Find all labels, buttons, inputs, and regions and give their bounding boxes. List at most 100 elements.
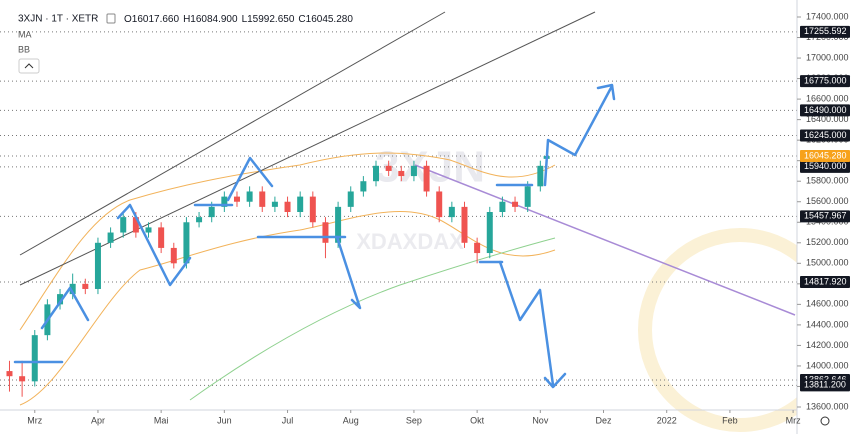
drawing	[596, 83, 616, 101]
indicator: MA	[18, 29, 32, 39]
candle-body	[183, 222, 190, 264]
y-tick-label: 14200.000	[806, 340, 849, 350]
drawing	[226, 156, 274, 202]
x-tick-label: Apr	[91, 415, 105, 425]
drawing	[116, 203, 192, 287]
candle-body	[524, 186, 531, 207]
y-tick-label: 15200.000	[806, 237, 849, 247]
level-label: 15940.000	[804, 161, 847, 171]
x-tick-label: Sep	[406, 415, 422, 425]
drawing	[498, 260, 555, 387]
level-label: 16245.000	[804, 130, 847, 140]
candle-body	[57, 294, 64, 305]
ohlc-value: L15992.650	[242, 14, 295, 25]
candle-body	[436, 191, 443, 218]
y-tick-label: 17400.000	[806, 11, 849, 21]
candle-body	[158, 227, 165, 248]
trend-line	[414, 164, 796, 316]
level-label: 17255.592	[804, 26, 847, 36]
candle-body	[322, 222, 329, 243]
last-price-label: 16045.280	[804, 150, 847, 160]
watermark: 3XJN	[375, 143, 485, 192]
candle-body	[69, 283, 76, 295]
level-box	[800, 25, 850, 38]
level-label: 13811.200	[804, 380, 846, 390]
indicator: BB	[18, 44, 30, 54]
level-box	[800, 104, 850, 117]
x-tick-label: Aug	[343, 415, 359, 425]
x-tick-label: Jun	[217, 415, 232, 425]
ohlc-value: H16084.900	[183, 14, 238, 25]
candle-body	[246, 191, 253, 202]
candle-body	[499, 201, 506, 212]
ma-line	[189, 237, 556, 401]
candle-body	[410, 165, 417, 177]
y-tick-label: 15600.000	[806, 196, 849, 206]
candle-body	[271, 201, 278, 207]
candle-body	[284, 201, 291, 212]
settings-icon[interactable]	[820, 416, 830, 426]
candle-body	[170, 247, 177, 264]
candle-body	[259, 191, 266, 207]
y-tick-label: 16600.000	[806, 93, 849, 103]
level-label: 16775.000	[804, 76, 847, 86]
last-price-box	[800, 150, 850, 163]
drawing	[543, 372, 567, 389]
candle-body	[474, 242, 481, 254]
candle-body	[107, 232, 114, 243]
y-tick-label: 15000.000	[806, 258, 849, 268]
candle-body	[398, 170, 405, 177]
level-label: 13863.646	[804, 374, 847, 384]
candle-body	[31, 335, 38, 382]
y-tick-label: 14400.000	[806, 319, 849, 329]
drawings	[13, 83, 616, 389]
drawing	[543, 84, 614, 187]
level-label: 14817.920	[804, 276, 847, 286]
ohlc-value: O16017.660	[124, 14, 179, 25]
candle-body	[335, 206, 342, 243]
level-box	[800, 210, 850, 223]
candle-body	[347, 191, 354, 207]
candle-body	[512, 201, 519, 207]
candle-body	[297, 196, 304, 212]
candle-body	[19, 376, 26, 382]
candle-body	[486, 212, 493, 254]
candle-body	[233, 196, 240, 202]
y-tick-label: 15800.000	[806, 176, 849, 186]
x-tick-label: Okt	[470, 415, 485, 425]
x-tick-label: Mrz	[786, 415, 801, 425]
candle-body	[461, 206, 468, 243]
ohlc-legend: O16017.660 H16084.900 L15992.650 C16045.280	[124, 14, 353, 25]
candle-body	[423, 165, 430, 192]
collapse-button[interactable]	[18, 58, 40, 74]
icon	[106, 13, 116, 24]
candle-body	[120, 217, 127, 233]
level-label: 15457.967	[804, 211, 847, 221]
level-box	[800, 129, 850, 142]
drawing	[40, 286, 90, 330]
y-tick-label: 16400.000	[806, 114, 849, 124]
candle-body	[537, 165, 544, 187]
trend-line	[19, 11, 446, 256]
x-tick-label: Dez	[596, 415, 613, 425]
level-box	[800, 379, 850, 392]
level-box	[800, 276, 850, 289]
candle-body	[132, 217, 139, 233]
x-tick-label: Jul	[282, 415, 294, 425]
level-box	[800, 160, 850, 173]
y-tick-label: 13600.000	[806, 401, 849, 411]
symbol: 3XJN · 1T · XETR	[18, 14, 98, 25]
axis: 13600.00013800.00014000.00014200.0001440…	[27, 11, 850, 425]
candle-body	[448, 206, 455, 218]
x-tick-label: Feb	[722, 415, 738, 425]
drawing	[335, 235, 362, 310]
level-box	[800, 75, 850, 88]
header: 3XJN · 1T · XETR O16017.660 H16084.900 L15…	[18, 13, 353, 74]
candle-body	[208, 206, 215, 218]
icon	[24, 63, 34, 69]
candle-body	[373, 165, 380, 182]
candle-body	[360, 181, 367, 192]
bb-upper	[19, 152, 556, 331]
x-tick-label: 2022	[657, 415, 677, 425]
